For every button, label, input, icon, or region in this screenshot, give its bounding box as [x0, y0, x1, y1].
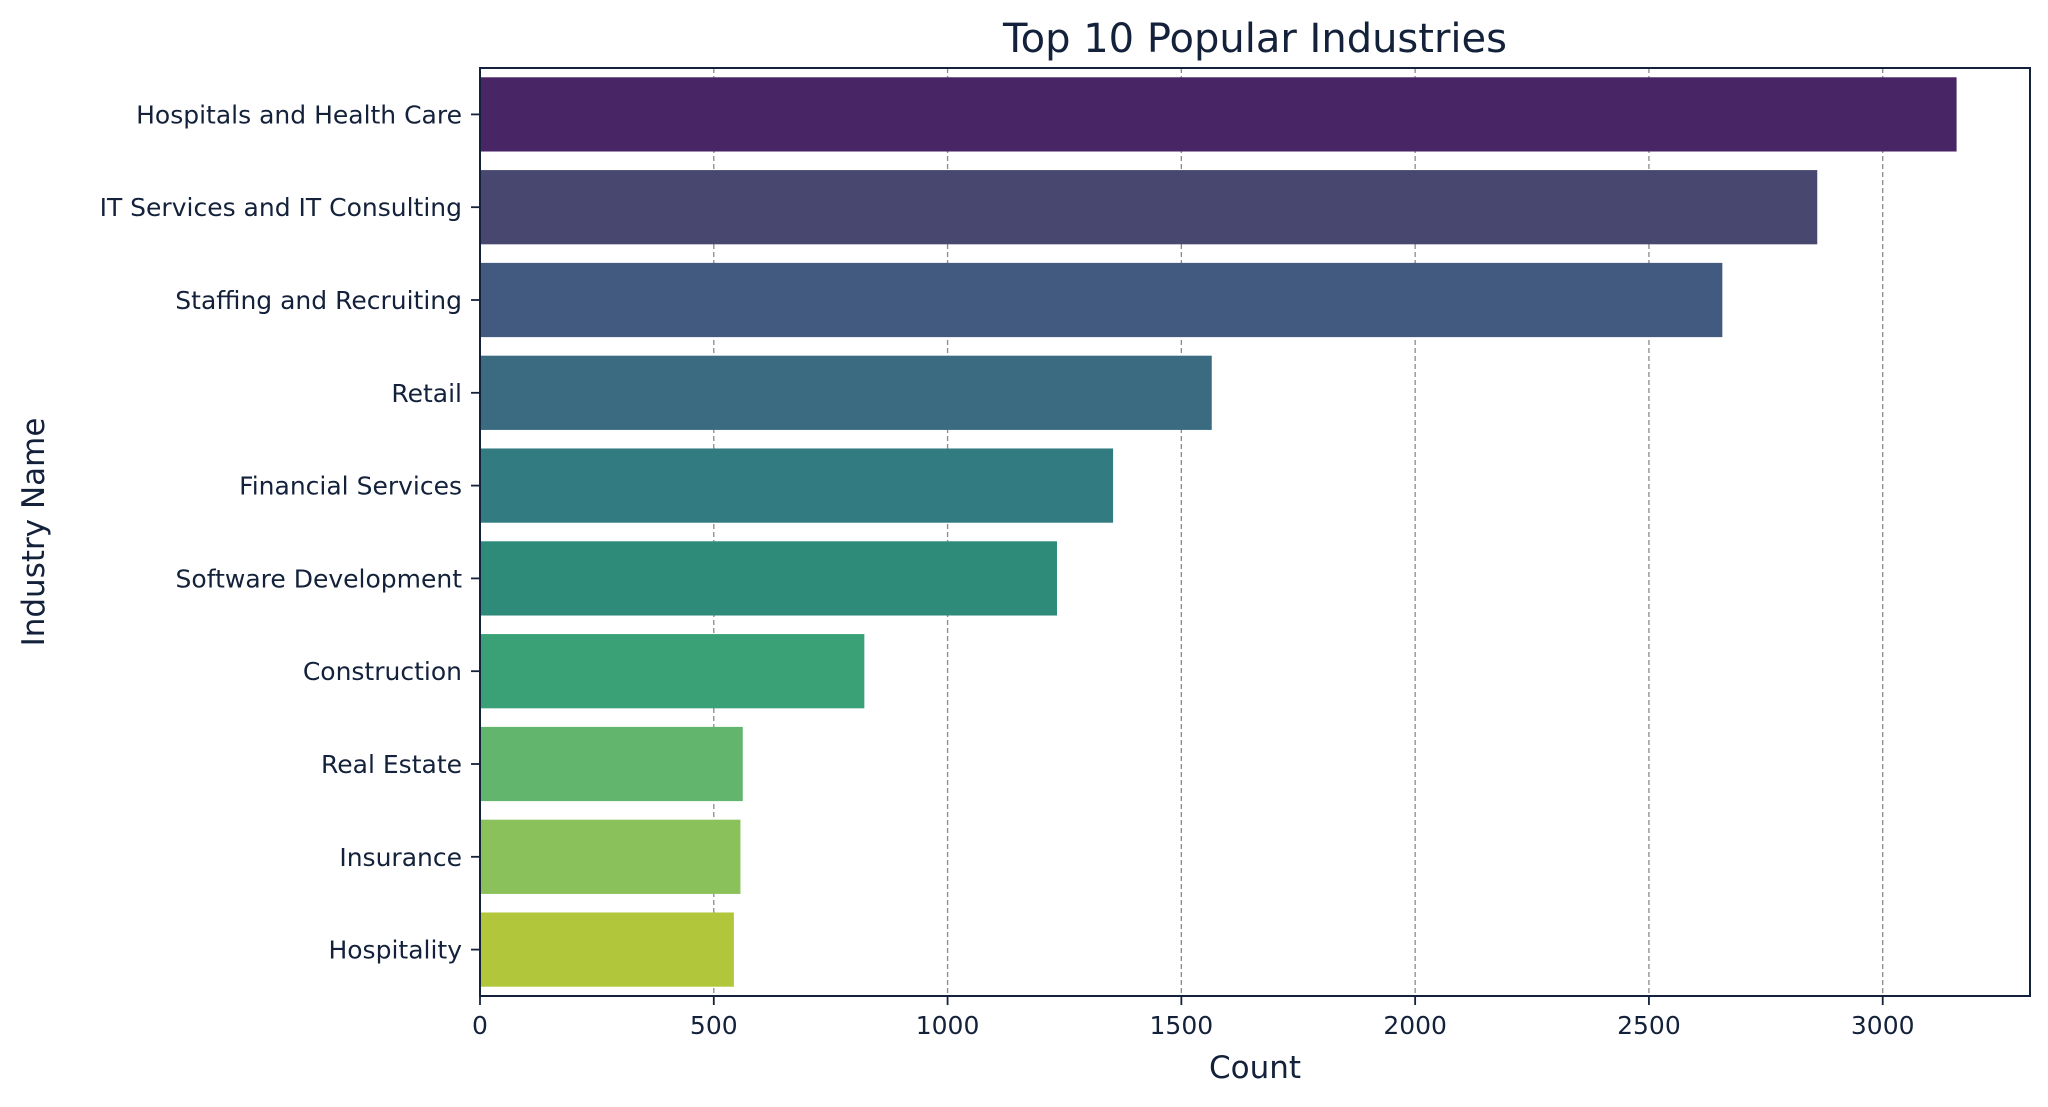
bar-9: [480, 912, 734, 987]
bar-8: [480, 819, 741, 894]
x-tick-label-3000: 3000: [1851, 1011, 1915, 1040]
y-tick-label-0: Hospitals and Health Care: [136, 100, 462, 129]
x-tick-label-2000: 2000: [1383, 1011, 1447, 1040]
x-axis-label: Count: [1209, 1050, 1301, 1086]
bar-0: [480, 77, 1957, 152]
x-tick-label-1000: 1000: [916, 1011, 980, 1040]
bar-7: [480, 726, 743, 802]
x-tick-label-2500: 2500: [1617, 1011, 1681, 1040]
bar-1: [480, 170, 1818, 245]
bars: [480, 77, 1957, 987]
x-axis-ticks: 0 500 1000 1500 2000 2500 3000: [472, 996, 1915, 1040]
y-axis-ticks: Hospitals and Health Care IT Services and…: [100, 100, 480, 965]
x-tick-label-1500: 1500: [1150, 1011, 1214, 1040]
y-tick-label-8: Insurance: [339, 843, 462, 872]
y-tick-label-6: Construction: [303, 657, 462, 686]
bar-4: [480, 448, 1114, 523]
chart-title: Top 10 Popular Industries: [1002, 16, 1507, 62]
y-tick-label-5: Software Development: [176, 564, 463, 593]
x-tick-label-500: 500: [690, 1011, 738, 1040]
y-tick-label-2: Staffing and Recruiting: [175, 286, 462, 315]
x-tick-label-0: 0: [472, 1011, 488, 1040]
y-tick-label-3: Retail: [391, 379, 462, 408]
y-tick-label-9: Hospitality: [328, 936, 462, 965]
y-axis-label: Industry Name: [16, 418, 52, 647]
bar-3: [480, 355, 1212, 430]
bar-5: [480, 541, 1057, 616]
bar-6: [480, 634, 865, 709]
plot-frame: [479, 67, 2031, 997]
y-tick-label-1: IT Services and IT Consulting: [100, 193, 462, 222]
y-tick-label-4: Financial Services: [239, 472, 462, 501]
y-tick-label-7: Real Estate: [321, 750, 462, 779]
bar-2: [480, 262, 1723, 338]
